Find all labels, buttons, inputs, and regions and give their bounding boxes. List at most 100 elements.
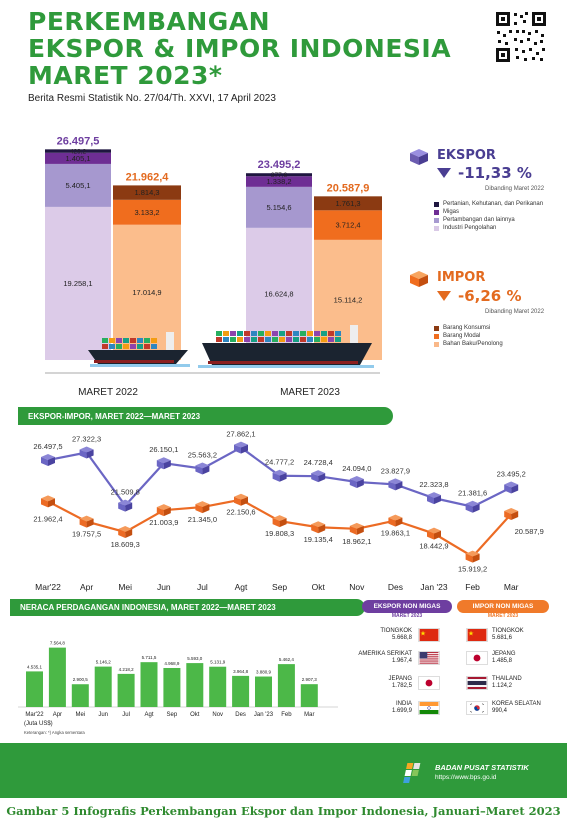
point-right bbox=[318, 473, 326, 483]
water-line bbox=[198, 365, 374, 368]
impor-data-label: 21.345,0 bbox=[188, 515, 217, 524]
balance-x-label: Agt bbox=[144, 712, 153, 718]
stack-segment bbox=[246, 186, 312, 228]
segment-label: 15.114,2 bbox=[334, 295, 363, 304]
line-chart: Mar'22 Apr Mei Jun Jul Agt Sep Okt Nov Des Jan '23… bbox=[33, 430, 544, 592]
point-left bbox=[41, 457, 48, 467]
container-box bbox=[279, 331, 285, 336]
container-box bbox=[151, 338, 157, 343]
legend-label: Bahan Baku/Penolong bbox=[443, 341, 503, 347]
bar-total-label: 20.587,9 bbox=[327, 182, 370, 194]
qr-code-icon[interactable] bbox=[494, 10, 548, 64]
x-tick-label: Jul bbox=[197, 582, 208, 592]
legend-item: Barang Modal bbox=[434, 332, 503, 340]
legend-label: Barang Konsumsi bbox=[443, 325, 491, 331]
container-box bbox=[216, 337, 222, 342]
container-box bbox=[144, 344, 150, 349]
container-box bbox=[237, 331, 243, 336]
balance-bar bbox=[209, 666, 227, 707]
point-top bbox=[234, 493, 248, 500]
point-top bbox=[388, 514, 403, 521]
segment-label: 377,6 bbox=[271, 172, 288, 179]
stack-segment bbox=[45, 163, 111, 207]
segment-label: 1.814,3 bbox=[134, 188, 159, 197]
point-right bbox=[472, 503, 480, 513]
point-top bbox=[504, 481, 519, 488]
ekspor-data-label: 26.150,1 bbox=[149, 445, 178, 454]
bps-logo-icon[interactable] bbox=[400, 760, 430, 784]
container-box bbox=[300, 337, 306, 342]
point-right bbox=[86, 518, 94, 528]
container-box bbox=[130, 338, 136, 343]
container-box bbox=[123, 338, 129, 343]
legend-label: Pertambangan dan lainnya bbox=[443, 217, 515, 223]
point-left bbox=[234, 496, 241, 506]
impor-data-label: 18.962,1 bbox=[342, 537, 371, 546]
ekspor-data-label: 24.728,4 bbox=[304, 458, 333, 467]
point-right bbox=[86, 449, 94, 459]
ekspor-point bbox=[504, 481, 519, 494]
balance-x-label: Okt bbox=[190, 712, 200, 718]
impor-data-label: 20.587,9 bbox=[515, 527, 544, 536]
legend-swatch bbox=[434, 333, 439, 339]
ship-hull bbox=[202, 343, 372, 365]
point-top bbox=[311, 470, 326, 477]
segment-label: 1.338,2 bbox=[266, 177, 291, 186]
line-chart-banner: EKSPOR-IMPOR, MARET 2022—MARET 2023 bbox=[18, 407, 393, 425]
balance-x-label: Mar bbox=[304, 712, 314, 718]
point-right bbox=[318, 524, 326, 534]
point-left bbox=[118, 502, 126, 512]
balance-bar bbox=[117, 673, 135, 707]
point-left bbox=[195, 504, 203, 514]
partner-value: 1.485,8 bbox=[492, 658, 513, 664]
x-tick-label: Apr bbox=[80, 582, 93, 592]
legend-swatch bbox=[434, 225, 439, 231]
export-partner-row: INDIA 1.699,9 bbox=[330, 701, 412, 715]
footer-org: BADAN PUSAT STATISTIK bbox=[435, 763, 529, 772]
point-top bbox=[41, 454, 55, 461]
page-subtitle: Berita Resmi Statistik No. 27/04/Th. XXV… bbox=[28, 93, 276, 104]
ekspor-point bbox=[41, 454, 55, 467]
point-left bbox=[272, 472, 280, 482]
container-box bbox=[307, 337, 313, 342]
legend-item: Barang Konsumsi bbox=[434, 324, 503, 332]
ekspor-point bbox=[195, 462, 210, 475]
point-right bbox=[395, 481, 403, 491]
container-box bbox=[109, 338, 115, 343]
impor-data-label: 15.919,2 bbox=[458, 565, 487, 574]
export-partner-row: TIONGKOK 5.668,8 bbox=[330, 628, 412, 642]
ekspor-note: Dibanding Maret 2022 bbox=[485, 186, 545, 192]
balance-bar-label: 2.900,5 bbox=[73, 677, 89, 682]
footer-url[interactable]: https://www.bps.go.id bbox=[435, 774, 497, 781]
container-box bbox=[102, 344, 108, 349]
impor-data-label: 19.808,3 bbox=[265, 529, 294, 538]
container-box bbox=[286, 331, 292, 336]
partner-value: 990,4 bbox=[492, 708, 508, 714]
partner-name: TIONGKOK bbox=[492, 628, 524, 634]
x-tick-label: Des bbox=[388, 582, 403, 592]
balance-bar bbox=[232, 675, 250, 707]
impor-point bbox=[195, 501, 210, 514]
container-box bbox=[251, 337, 257, 342]
container-box bbox=[272, 337, 278, 342]
segment-label: 3.712,4 bbox=[335, 221, 360, 230]
legend-label: Industri Pengolahan bbox=[443, 225, 497, 231]
partner-name: THAILAND bbox=[492, 676, 522, 682]
stack-segment bbox=[246, 176, 312, 187]
balance-bar-label: 4.968,9 bbox=[164, 661, 180, 666]
ship-stripe bbox=[208, 361, 358, 364]
container-box bbox=[307, 331, 313, 336]
export-nonmigas-label: EKSPOR NON MIGAS bbox=[373, 603, 441, 610]
point-left bbox=[504, 510, 512, 520]
segment-label: 19.258,1 bbox=[63, 279, 92, 288]
partner-name: INDIA bbox=[395, 701, 412, 707]
point-left bbox=[388, 481, 396, 491]
ekspor-point bbox=[311, 470, 326, 483]
ship-stripe bbox=[94, 360, 174, 363]
point-left bbox=[349, 478, 357, 488]
impor-data-label: 21.003,9 bbox=[149, 518, 178, 527]
container-box bbox=[116, 344, 122, 349]
container-box bbox=[328, 337, 334, 342]
container-box bbox=[293, 331, 299, 336]
legend-item: Bahan Baku/Penolong bbox=[434, 340, 503, 348]
